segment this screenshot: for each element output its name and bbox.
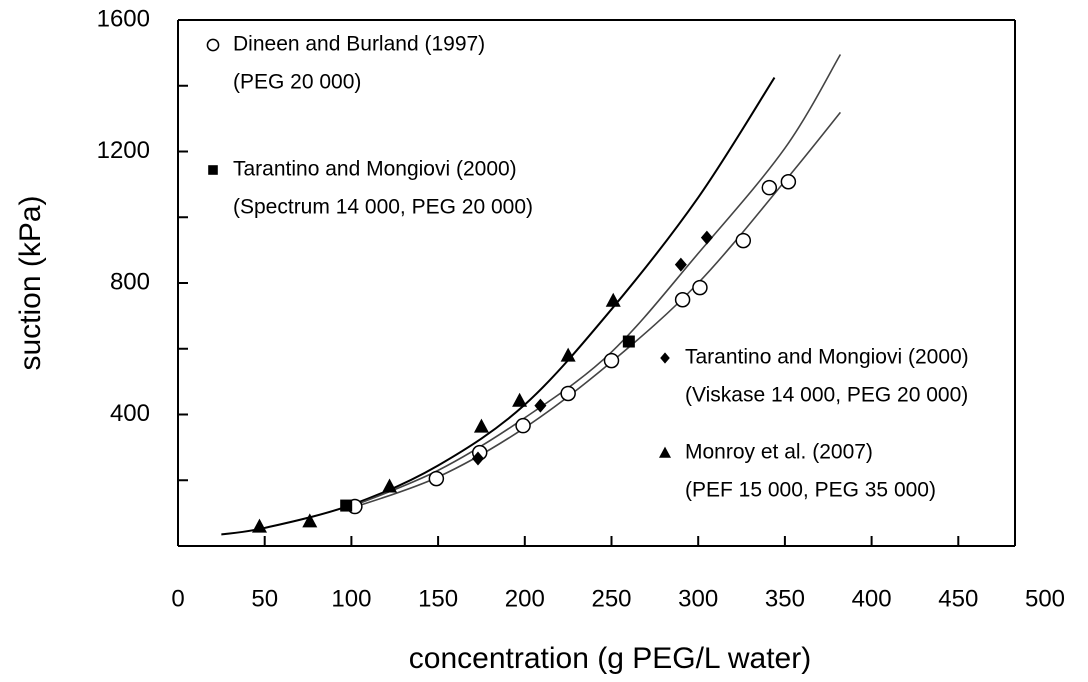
marker-square xyxy=(340,499,353,512)
marker-triangle xyxy=(659,446,671,458)
x-tick-label: 50 xyxy=(251,585,278,612)
marker-diamond xyxy=(471,451,484,466)
marker-triangle xyxy=(302,513,318,528)
legend-label: Dineen and Burland (1997) xyxy=(233,33,485,56)
marker-circle xyxy=(560,385,576,402)
marker-square xyxy=(208,165,218,175)
legend-label: Tarantino and Mongiovi (2000) xyxy=(233,158,517,181)
marker-circle xyxy=(674,292,691,308)
marker-triangle xyxy=(382,478,398,493)
marker-circle xyxy=(206,38,220,52)
y-tick-label: 1200 xyxy=(97,137,150,164)
legend-label: Tarantino and Mongiovi (2000) xyxy=(685,346,969,369)
marker-circle xyxy=(428,470,445,487)
y-axis-label: suction (kPa) xyxy=(14,195,47,370)
marker-diamond xyxy=(660,352,670,364)
x-tick-label: 150 xyxy=(418,585,458,612)
x-axis-label: concentration (g PEG/L water) xyxy=(409,642,811,675)
marker-triangle xyxy=(251,518,267,533)
legend-note: (Viskase 14 000, PEG 20 000) xyxy=(685,384,968,407)
fit-line xyxy=(221,76,776,536)
marker-circle xyxy=(761,179,778,196)
x-tick-label: 250 xyxy=(591,585,631,612)
x-tick-label: 400 xyxy=(852,585,892,612)
legend-note: (Spectrum 14 000, PEG 20 000) xyxy=(233,196,533,219)
fit-line xyxy=(351,54,842,508)
y-tick-label: 1600 xyxy=(97,5,150,32)
marker-circle xyxy=(515,417,531,434)
x-tick-label: 200 xyxy=(505,585,545,612)
marker-triangle xyxy=(605,292,621,307)
y-tick-label: 400 xyxy=(110,400,150,427)
x-tick-label: 500 xyxy=(1025,585,1065,612)
marker-circle xyxy=(735,232,752,249)
marker-circle xyxy=(780,173,797,190)
x-tick-label: 350 xyxy=(765,585,805,612)
marker-square xyxy=(622,335,635,348)
marker-triangle xyxy=(512,392,528,407)
marker-diamond xyxy=(534,398,547,413)
marker-triangle xyxy=(560,347,576,362)
legend-note: (PEG 20 000) xyxy=(233,71,361,94)
legend-note: (PEF 15 000, PEG 35 000) xyxy=(685,479,936,502)
x-tick-label: 300 xyxy=(678,585,718,612)
legend-label: Monroy et al. (2007) xyxy=(685,441,873,464)
marker-diamond xyxy=(700,230,713,245)
x-tick-label: 100 xyxy=(331,585,371,612)
x-tick-label: 450 xyxy=(938,585,978,612)
x-tick-label: 0 xyxy=(171,585,184,612)
marker-diamond xyxy=(674,257,687,272)
marker-triangle xyxy=(473,418,489,433)
marker-circle xyxy=(692,279,708,296)
y-tick-label: 800 xyxy=(110,268,150,295)
marker-circle xyxy=(603,352,620,369)
